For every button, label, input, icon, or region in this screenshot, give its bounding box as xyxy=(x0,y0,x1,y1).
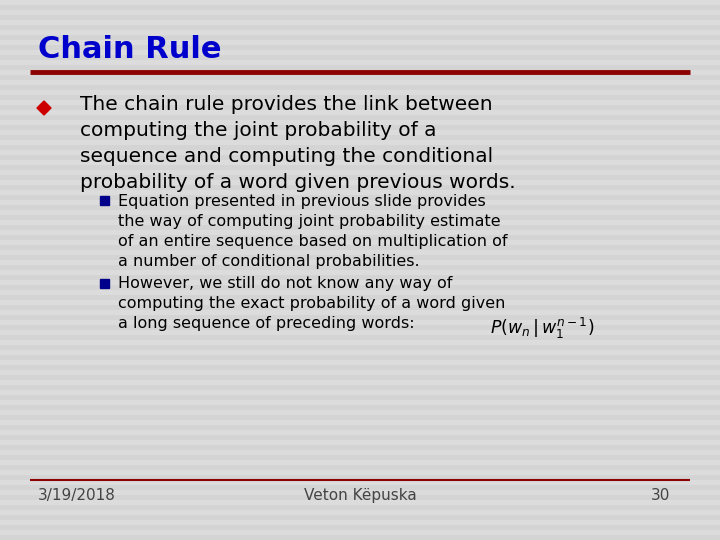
Bar xyxy=(0,485,720,490)
Bar xyxy=(0,455,720,460)
Bar xyxy=(0,215,720,220)
Bar xyxy=(0,15,720,20)
Bar xyxy=(0,515,720,520)
Text: computing the exact probability of a word given: computing the exact probability of a wor… xyxy=(118,296,505,311)
Bar xyxy=(0,525,720,530)
Bar xyxy=(0,345,720,350)
Text: a number of conditional probabilities.: a number of conditional probabilities. xyxy=(118,254,420,269)
Bar xyxy=(0,225,720,230)
Polygon shape xyxy=(37,101,51,115)
Bar xyxy=(0,105,720,110)
Bar xyxy=(0,165,720,170)
Bar xyxy=(0,465,720,470)
Bar xyxy=(0,175,720,180)
Bar xyxy=(0,505,720,510)
Bar xyxy=(0,45,720,50)
Bar xyxy=(0,435,720,440)
Bar xyxy=(0,375,720,380)
Bar xyxy=(0,425,720,430)
Text: sequence and computing the conditional: sequence and computing the conditional xyxy=(80,147,493,166)
Bar xyxy=(0,55,720,60)
Bar xyxy=(0,385,720,390)
Text: Chain Rule: Chain Rule xyxy=(38,35,222,64)
Bar xyxy=(0,295,720,300)
Text: Equation presented in previous slide provides: Equation presented in previous slide pro… xyxy=(118,194,486,209)
Text: a long sequence of preceding words:: a long sequence of preceding words: xyxy=(118,316,415,331)
Bar xyxy=(0,115,720,120)
Bar xyxy=(0,65,720,70)
Bar xyxy=(0,235,720,240)
Text: Veton Këpuska: Veton Këpuska xyxy=(304,488,416,503)
Bar xyxy=(0,25,720,30)
Text: $P(w_n\,|\,w_1^{n-1})$: $P(w_n\,|\,w_1^{n-1})$ xyxy=(490,316,594,341)
Bar xyxy=(0,275,720,280)
Text: 3/19/2018: 3/19/2018 xyxy=(38,488,116,503)
Bar xyxy=(0,185,720,190)
Bar xyxy=(100,279,109,288)
Bar xyxy=(0,475,720,480)
Text: The chain rule provides the link between: The chain rule provides the link between xyxy=(80,95,492,114)
Text: 30: 30 xyxy=(650,488,670,503)
Bar xyxy=(0,245,720,250)
Bar xyxy=(0,265,720,270)
Bar xyxy=(0,415,720,420)
Bar xyxy=(0,135,720,140)
Bar xyxy=(0,205,720,210)
Bar xyxy=(0,195,720,200)
Bar xyxy=(0,335,720,340)
Bar xyxy=(0,315,720,320)
Bar xyxy=(0,5,720,10)
Bar xyxy=(0,395,720,400)
Bar xyxy=(0,405,720,410)
Bar xyxy=(100,196,109,205)
Bar xyxy=(0,75,720,80)
Bar xyxy=(0,145,720,150)
Bar xyxy=(0,305,720,310)
Bar xyxy=(0,255,720,260)
Text: computing the joint probability of a: computing the joint probability of a xyxy=(80,121,436,140)
Bar xyxy=(0,325,720,330)
Bar xyxy=(0,95,720,100)
Bar xyxy=(0,285,720,290)
Bar xyxy=(0,85,720,90)
Bar xyxy=(0,535,720,540)
Text: probability of a word given previous words.: probability of a word given previous wor… xyxy=(80,173,516,192)
Text: of an entire sequence based on multiplication of: of an entire sequence based on multiplic… xyxy=(118,234,508,249)
Bar xyxy=(0,355,720,360)
Bar xyxy=(0,125,720,130)
Bar xyxy=(0,495,720,500)
Bar xyxy=(0,35,720,40)
Bar xyxy=(0,155,720,160)
Bar xyxy=(0,365,720,370)
Text: However, we still do not know any way of: However, we still do not know any way of xyxy=(118,276,452,291)
Text: the way of computing joint probability estimate: the way of computing joint probability e… xyxy=(118,214,500,229)
Bar xyxy=(0,445,720,450)
